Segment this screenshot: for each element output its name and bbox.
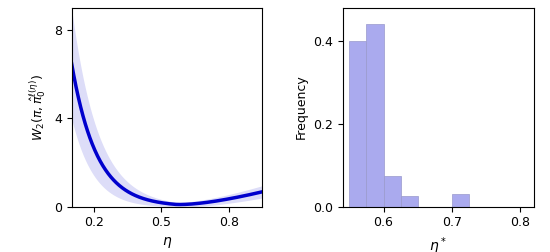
Bar: [349, 41, 366, 207]
Y-axis label: $W_2(\pi, \hat{\pi}_0^{\ell(\eta)})$: $W_2(\pi, \hat{\pi}_0^{\ell(\eta)})$: [28, 74, 48, 141]
Y-axis label: Frequency: Frequency: [294, 75, 307, 139]
Bar: [366, 24, 383, 207]
Bar: [452, 194, 469, 207]
X-axis label: $\eta^*$: $\eta^*$: [429, 235, 447, 252]
Bar: [383, 176, 400, 207]
Bar: [400, 196, 417, 207]
X-axis label: $\eta$: $\eta$: [162, 235, 172, 250]
